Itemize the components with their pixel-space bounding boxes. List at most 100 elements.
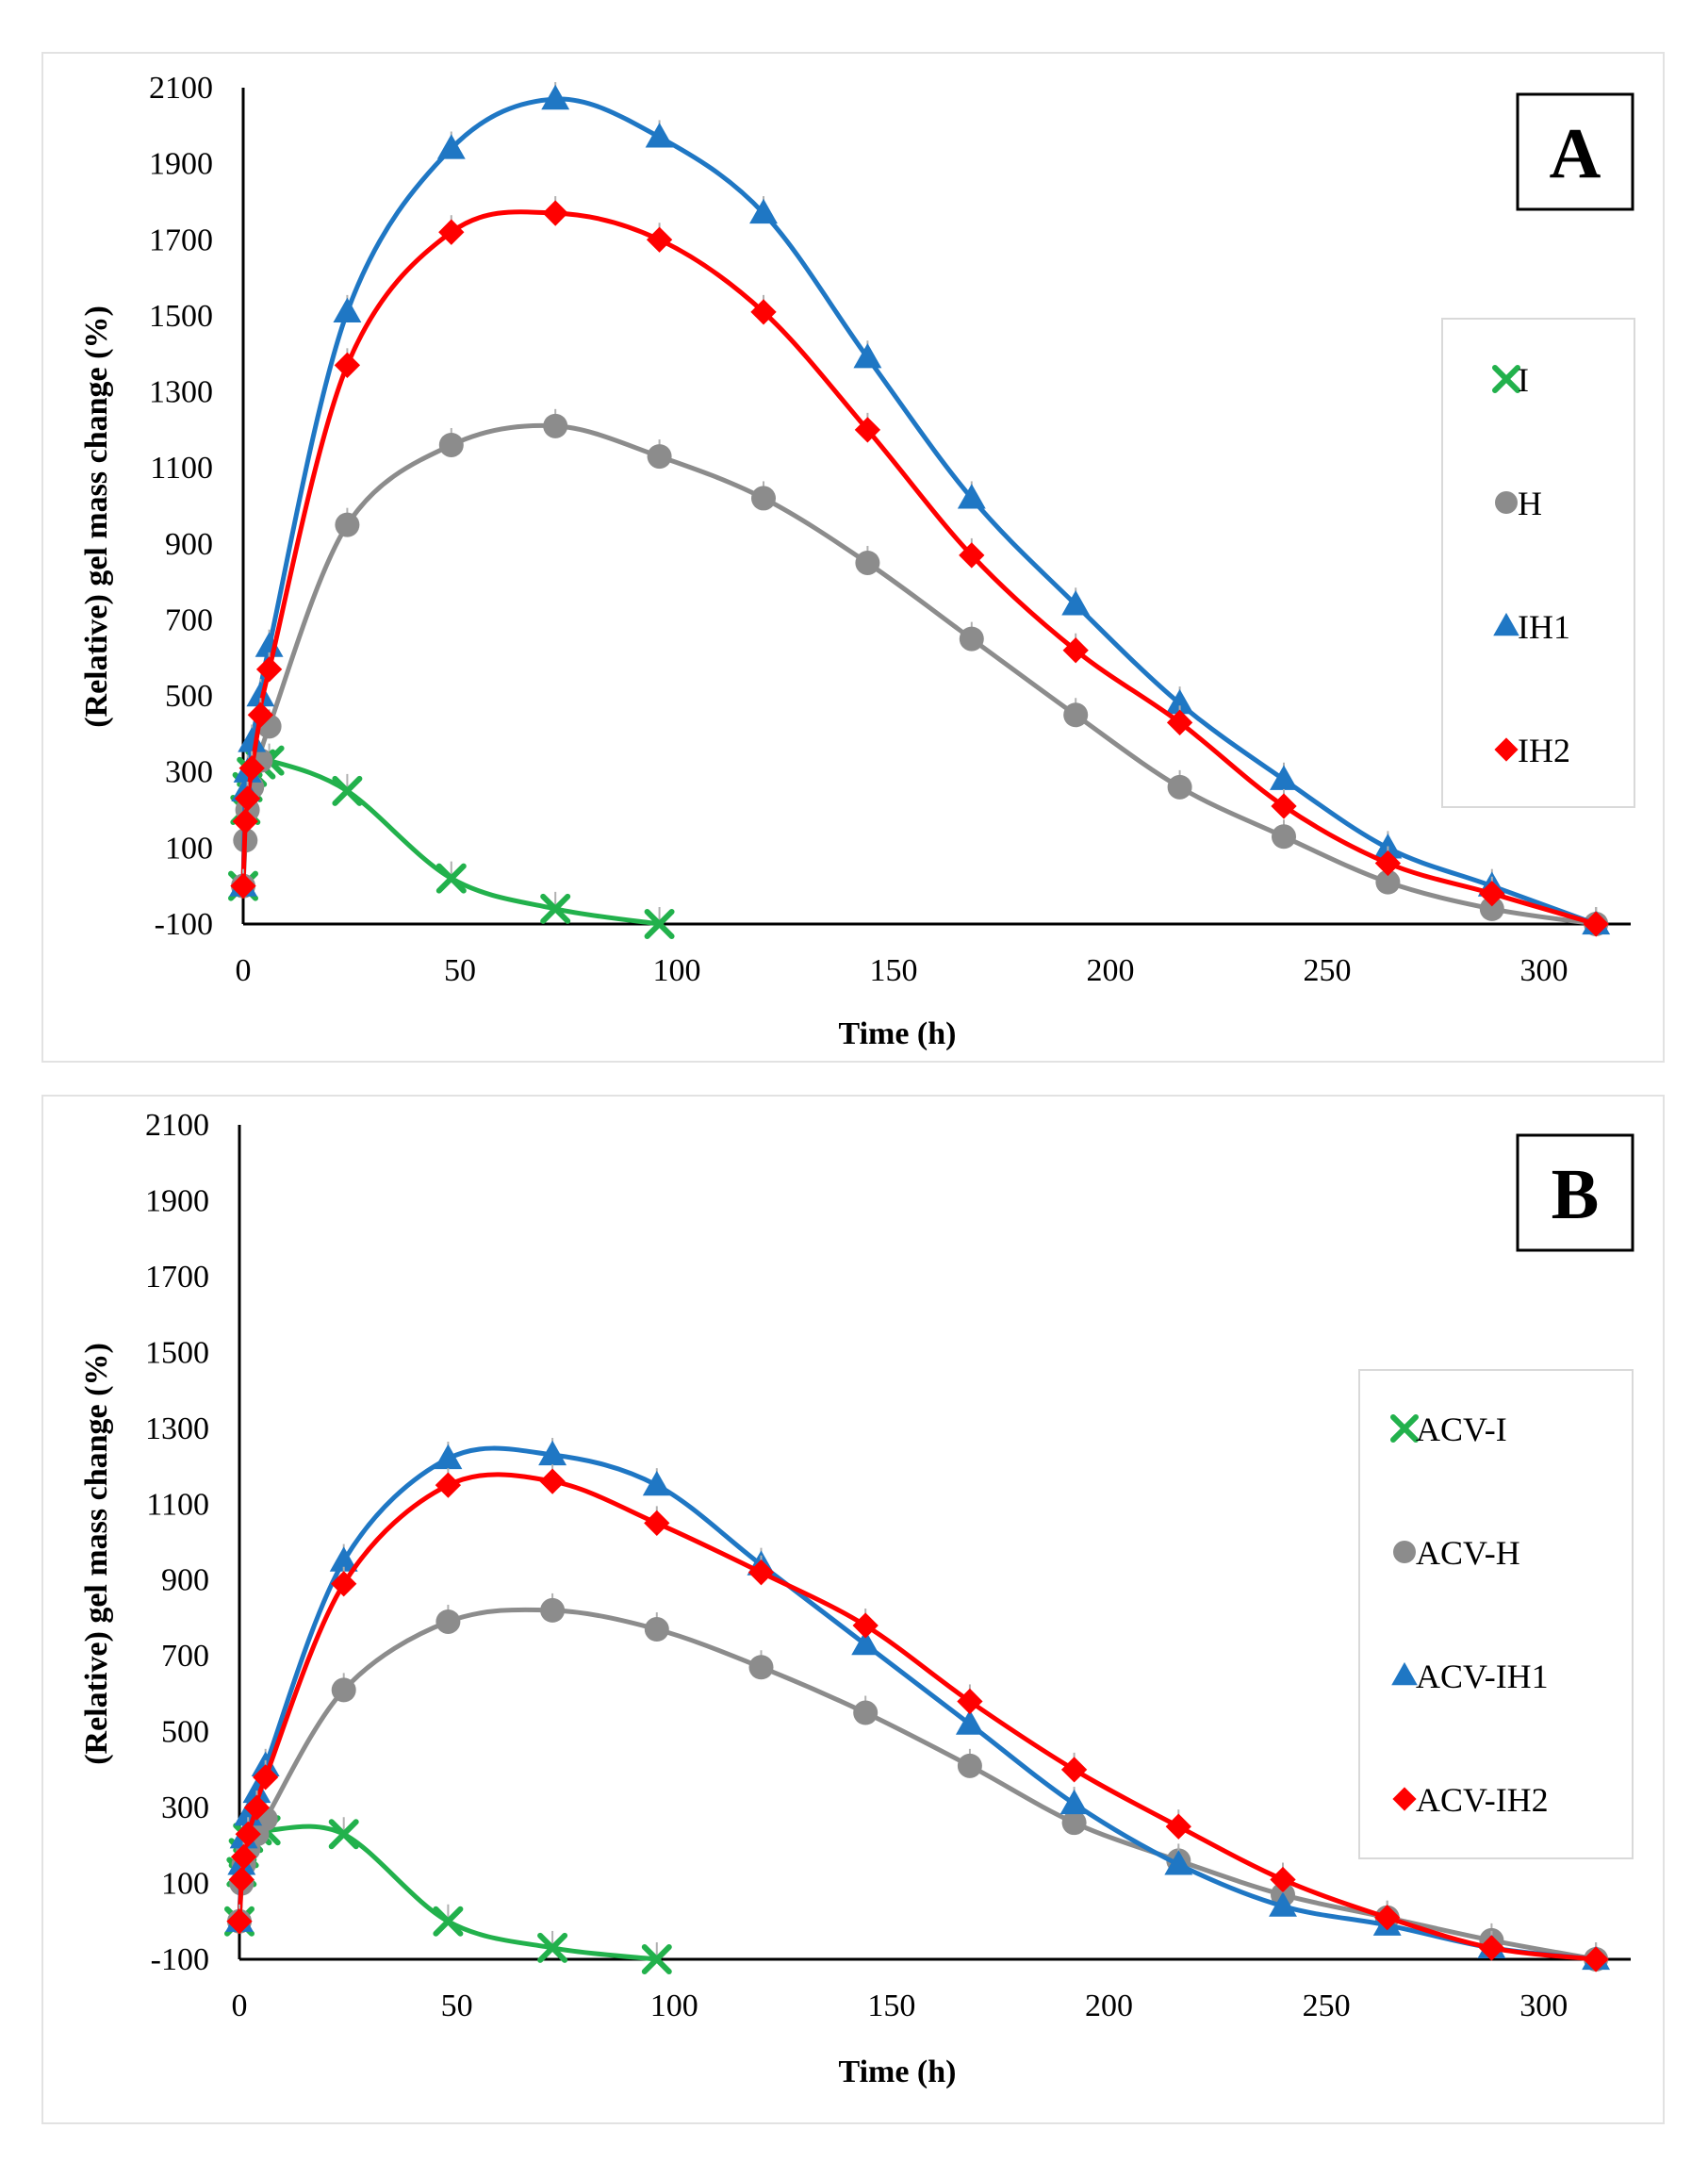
panel-b-legend-label-acv-i: ACV-I — [1416, 1411, 1507, 1448]
panel-b-series-acv-ih2-point — [1374, 1905, 1401, 1931]
panel-a-series-ih2-point — [1479, 881, 1505, 907]
panel-b-series-acv-ih1-point — [1059, 1789, 1089, 1815]
panel-b-series-acv-ih2-point — [435, 1472, 462, 1498]
panel-a-series — [228, 82, 1611, 939]
panel-a-x-tick-label: 0 — [236, 953, 252, 988]
panel-a-series-ih1-point — [333, 297, 362, 322]
panel-a-series-ih1-point — [957, 484, 986, 509]
panel-b-series-acv-ih2-point — [331, 1571, 357, 1597]
panel-b-series-acv-ih2-point — [957, 1688, 983, 1715]
panel-a-series-h-point — [1167, 774, 1192, 800]
panel-a-series-ih2-point — [230, 873, 256, 899]
panel-a-series-ih2-point — [750, 299, 777, 325]
panel-b-series-acv-ih2-point — [253, 1764, 279, 1791]
panel-b-series-acv-ih2-point — [852, 1612, 879, 1639]
panel-b-x-tick-label: 150 — [867, 1989, 915, 2023]
panel-a-series-h-point — [855, 550, 880, 575]
panel-b-series-acv-h-point — [331, 1677, 356, 1703]
panel-b-legend-label-acv-ih1: ACV-IH1 — [1416, 1658, 1549, 1695]
panel-b-legend-label-acv-ih2: ACV-IH2 — [1416, 1781, 1549, 1819]
panel-a-series-ih1-point — [645, 123, 674, 148]
panel-b-series-acv-ih1-point — [851, 1629, 880, 1656]
panel-a-series-i-point — [435, 863, 467, 894]
panel-a-series-ih2-point — [234, 785, 261, 812]
panel-a-series-ih2-point — [646, 226, 673, 253]
panel-a-series-ih1-point — [255, 632, 284, 657]
panel-b-axes: -100100300500700900110013001500170019002… — [145, 1108, 1631, 2023]
panel-b-series-acv-ih1-point — [242, 1777, 271, 1804]
panel-a-y-tick-label: 2100 — [149, 71, 213, 106]
panel-a-series-i-point — [540, 893, 571, 924]
panel-b-series-acv-ih2-point — [235, 1821, 261, 1847]
panel-b-series-acv-ih1-point — [1269, 1891, 1297, 1917]
panel-b-y-tick-label: 2100 — [145, 1108, 209, 1143]
panel-a-series-ih2-point — [1583, 911, 1609, 937]
panel-a-series-ih2-point — [238, 755, 265, 782]
panel-a-series-ih1-point — [853, 342, 882, 369]
panel-a-y-tick-label: 1900 — [149, 147, 213, 182]
panel-a-legend-items: I H IH1 IH2 — [1492, 361, 1570, 769]
panel-a-series-ih2-point — [1271, 793, 1297, 819]
panel-a-series-ih2-point — [1374, 850, 1402, 877]
panel-a-series-ih2 — [230, 196, 1609, 937]
panel-a-series-ih1-point — [1270, 765, 1298, 790]
panel-a-y-tick-label: 700 — [165, 602, 213, 637]
panel-b-series-acv-ih2-point — [747, 1560, 775, 1586]
panel-b-y-axis-title: (Relative) gel mass change (%) — [79, 1343, 114, 1765]
panel-b-series-acv-ih1-point — [329, 1546, 358, 1572]
panel-a-x-tick-label: 300 — [1520, 953, 1568, 988]
panel-a-y-tick-label: -100 — [155, 907, 213, 942]
panel-a-series-ih2-point — [1166, 709, 1193, 735]
panel-a-y-tick-label: 1700 — [149, 223, 213, 257]
panel-b-y-tick-label: 1100 — [146, 1487, 209, 1522]
panel-b-series-acv-ih1-point — [642, 1470, 671, 1496]
panel-b-series-acv-ih2-point — [539, 1468, 566, 1494]
panel-b-legend-marker-acv-ih1 — [1391, 1661, 1418, 1686]
panel-b-series-acv-ih2-point — [1060, 1757, 1088, 1783]
panel-b-x-tick-label: 250 — [1303, 1989, 1351, 2023]
panel-b-x-tick-label: 100 — [650, 1989, 698, 2023]
panel-a-series-ih2-point — [542, 200, 568, 226]
panel-a-series-ih2-point — [334, 352, 361, 378]
panel-a-legend-marker-ih1 — [1493, 612, 1519, 636]
panel-a-series-i-point — [332, 775, 363, 806]
panel-b-series — [224, 1437, 1611, 1974]
panel-a-series-ih1-point — [436, 134, 466, 159]
panel-b-legend-marker-acv-h — [1393, 1541, 1416, 1563]
panel-b-legend — [1358, 1369, 1634, 1859]
panel-b-label: B — [1552, 1155, 1600, 1234]
panel-b-series-acv-h-point — [853, 1700, 879, 1725]
panel-a-y-axis-title: (Relative) gel mass change (%) — [79, 305, 114, 728]
panel-b-series-acv-ih2-point — [1478, 1935, 1505, 1961]
panel-b-x-tick-label: 300 — [1519, 1989, 1568, 2023]
panel-a-x-tick-label: 200 — [1087, 953, 1135, 988]
panel-a-x-tick-label: 100 — [653, 953, 701, 988]
panel-b-x-tick-label: 200 — [1085, 1989, 1133, 2023]
panel-a-series-ih1-point — [541, 84, 570, 110]
panel-a-series-ih1-point — [1373, 833, 1403, 859]
panel-a-x-axis-title: Time (h) — [839, 1016, 957, 1051]
panel-b-y-tick-label: 300 — [161, 1791, 209, 1825]
panel-a: -100100300500700900110013001500170019002… — [41, 52, 1665, 1063]
panel-b-series-acv-ih2-point — [1583, 1946, 1609, 1972]
panel-a-series-h-point — [438, 432, 464, 457]
panel-a-y-tick-label: 100 — [165, 831, 213, 866]
panel-a-x-tick-label: 150 — [870, 953, 918, 988]
panel-b-legend-marker-acv-ih2 — [1392, 1787, 1417, 1811]
panel-b-y-tick-label: 1300 — [145, 1411, 209, 1446]
panel-a-series-ih2-point — [854, 417, 881, 443]
panel-b-series-acv-ih1-point — [955, 1709, 984, 1735]
panel-b-series-acv-ih2-point — [1270, 1866, 1296, 1893]
panel-a-y-tick-label: 1300 — [149, 375, 213, 410]
panel-a-series-ih2-point — [255, 656, 283, 683]
panel-a-legend-label-ih1: IH1 — [1518, 608, 1570, 646]
panel-a-y-tick-label: 1100 — [150, 451, 213, 486]
panel-a-series-h-point — [959, 626, 984, 652]
panel-a-label: A — [1550, 114, 1601, 193]
panel-b-series-acv-i-point — [537, 1932, 568, 1963]
panel-a-series-ih1-point — [1061, 590, 1091, 616]
panel-b-series-acv-ih1-point — [1164, 1850, 1193, 1875]
panel-b-series-acv-ih2-point — [644, 1510, 670, 1537]
panel-b-y-tick-label: 500 — [161, 1715, 209, 1750]
